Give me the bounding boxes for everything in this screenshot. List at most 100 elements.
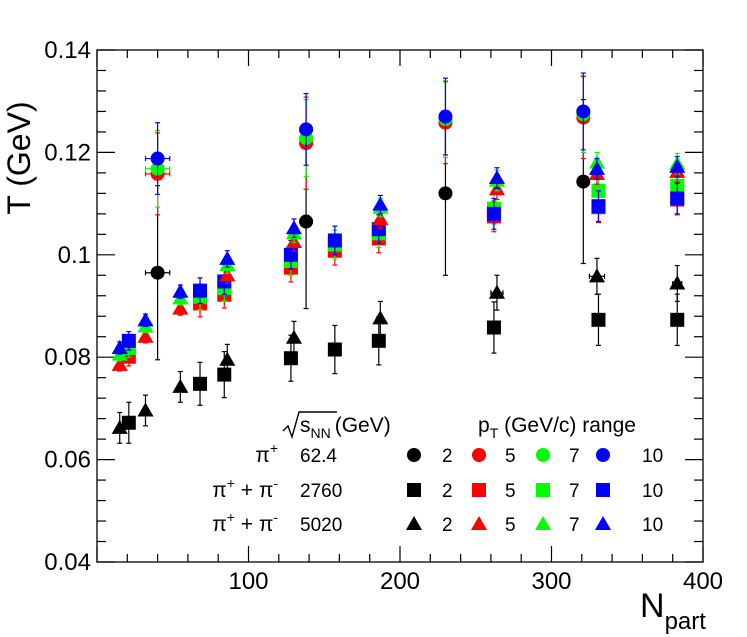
- data-point-triangle: [588, 160, 605, 175]
- legend-particle-label: π+ + π-: [212, 475, 278, 502]
- data-point-triangle: [488, 169, 506, 185]
- legend-marker-circle: [596, 448, 610, 462]
- x-tick-label: 300: [531, 568, 571, 595]
- legend-marker-square: [536, 483, 550, 497]
- axes: 100 200 300 400 0.04 0.06 0.08 0.1 0.12 0.14: [44, 37, 723, 595]
- energy-header-unit: (GeV): [335, 414, 391, 437]
- legend-pt-value: 2: [442, 446, 453, 467]
- y-tick-label: 0.04: [44, 549, 91, 576]
- data-point-circle: [438, 109, 453, 124]
- legend-pt-value: 7: [569, 446, 580, 467]
- legend-marker-triangle: [405, 515, 423, 531]
- legend-marker-square: [407, 483, 421, 497]
- data-point-triangle: [172, 300, 189, 315]
- pt-header-rest: (GeV/c) range: [498, 414, 636, 437]
- legend-rows: π+ 62.4 2 5 7 10π+ + π- 2760 2 5 7 10π+ + π- 5020 2 5…: [212, 440, 663, 536]
- data-point-triangle: [219, 250, 236, 265]
- legend-pt-value: 7: [569, 515, 580, 536]
- data-point-square: [193, 376, 208, 391]
- legend: sNN (GeV) pT (GeV/c) range π+ 62.4 2 5 7 10π+ …: [212, 411, 663, 536]
- data-point-triangle: [172, 283, 189, 298]
- legend-particle-pi: π: [212, 513, 227, 536]
- data-point-triangle: [669, 158, 686, 173]
- data-point-triangle: [111, 419, 128, 434]
- x-tick-label: 400: [683, 568, 723, 595]
- data-point-square: [283, 247, 298, 262]
- legend-particle-charge: +: [270, 440, 278, 456]
- legend-particle-charge: +: [227, 509, 235, 525]
- data-point-triangle: [219, 351, 236, 366]
- legend-marker-triangle: [594, 515, 612, 531]
- legend-marker-triangle: [534, 515, 552, 531]
- data-point-square: [486, 320, 501, 335]
- data-point-triangle: [285, 329, 302, 344]
- series-62-4-gev-pt-10: [144, 72, 591, 195]
- y-tick-label: 0.06: [44, 447, 91, 474]
- data-point-triangle: [488, 284, 506, 299]
- data-point-square: [121, 415, 136, 430]
- legend-pt-value: 7: [569, 481, 580, 502]
- data-point-triangle: [372, 210, 389, 225]
- data-point-square: [283, 351, 298, 366]
- data-point-triangle: [172, 378, 189, 393]
- pt-header: pT (GeV/c) range: [478, 414, 636, 441]
- legend-pt-value: 5: [505, 515, 516, 536]
- y-axis-label: T (GeV): [1, 101, 37, 214]
- legend-marker-triangle: [470, 515, 488, 531]
- series-5020-gev-pt-2: [111, 257, 686, 444]
- sqrt-sign: [282, 411, 337, 440]
- data-point-triangle: [137, 328, 154, 343]
- legend-pt-value: 2: [442, 481, 453, 502]
- data-point-triangle: [111, 339, 128, 355]
- y-tick-label: 0.1: [58, 242, 91, 269]
- legend-particle-rest-charge: -: [273, 509, 278, 525]
- y-tick-label: 0.08: [44, 344, 91, 371]
- x-axis-label: Npart: [640, 587, 706, 635]
- legend-particle-charge: +: [227, 475, 235, 491]
- data-point-circle: [299, 214, 314, 229]
- x-axis-label-main: N: [640, 587, 665, 625]
- legend-energy-header: sNN (GeV): [282, 411, 391, 441]
- legend-pt-value: 10: [642, 515, 663, 536]
- data-point-triangle: [137, 402, 154, 417]
- data-point-square: [486, 206, 501, 221]
- data-point-square: [327, 233, 342, 248]
- data-point-square: [121, 333, 136, 348]
- pt-header-sub: T: [490, 425, 499, 441]
- x-tick-label: 200: [380, 568, 420, 595]
- y-tick-label: 0.14: [44, 37, 91, 64]
- data-point-triangle: [372, 196, 389, 211]
- data-point-square: [371, 333, 386, 348]
- pt-header-p: p: [478, 414, 490, 437]
- data-point-square: [670, 312, 685, 327]
- data-point-circle: [576, 104, 591, 119]
- legend-marker-circle: [536, 448, 550, 462]
- legend-energy-value: 5020: [300, 515, 342, 536]
- data-point-triangle: [588, 268, 605, 283]
- legend-particle-rest-charge: -: [273, 475, 278, 491]
- y-tick-label: 0.12: [44, 139, 91, 166]
- data-point-square: [591, 199, 606, 214]
- legend-particle-pi: π: [255, 444, 270, 467]
- data-point-square: [327, 342, 342, 357]
- legend-particle-label: π+ + π-: [212, 509, 278, 536]
- data-markers: [111, 72, 686, 444]
- data-point-triangle: [111, 356, 128, 371]
- data-point-square: [371, 222, 386, 237]
- energy-header-text: sNN (GeV): [300, 414, 391, 441]
- legend-pt-value: 5: [505, 446, 516, 467]
- data-point-triangle: [285, 220, 302, 235]
- energy-header-s: s: [300, 414, 311, 437]
- data-point-square: [591, 312, 606, 327]
- data-point-circle: [150, 265, 165, 280]
- legend-energy-value: 2760: [300, 481, 342, 502]
- legend-pt-value: 2: [442, 515, 453, 536]
- energy-header-sub: NN: [311, 425, 331, 441]
- series-5020-gev-pt-10: [111, 155, 686, 355]
- legend-particle-rest: + π: [235, 513, 273, 536]
- legend-marker-square: [596, 483, 610, 497]
- legend-marker-circle: [472, 448, 486, 462]
- legend-marker-square: [472, 483, 486, 497]
